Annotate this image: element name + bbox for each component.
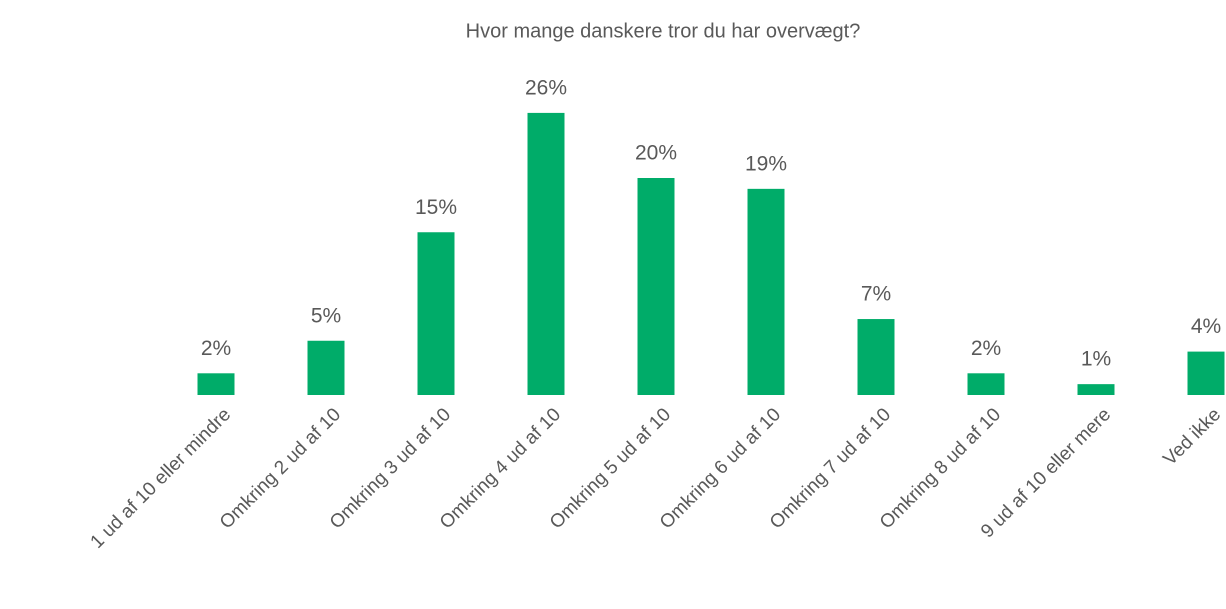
x-tick-label: Omkring 4 ud af 10 xyxy=(436,404,565,533)
bar xyxy=(197,373,235,395)
bar xyxy=(527,112,565,396)
x-tick-label: Ved ikke xyxy=(1159,404,1225,470)
bar xyxy=(637,178,675,395)
bar xyxy=(967,373,1005,395)
value-label: 2% xyxy=(201,337,231,360)
value-label: 7% xyxy=(861,283,891,306)
value-label: 15% xyxy=(415,196,457,219)
x-tick-label: Omkring 3 ud af 10 xyxy=(326,404,455,533)
value-label: 1% xyxy=(1081,348,1111,371)
chart-title: Hvor mange danskere tror du har overvægt… xyxy=(466,20,861,42)
value-label: 26% xyxy=(525,76,567,99)
value-label: 2% xyxy=(971,337,1001,360)
bar xyxy=(1187,351,1225,395)
x-tick-label: Omkring 8 ud af 10 xyxy=(876,404,1005,533)
x-tick-label: 1 ud af 10 eller mindre xyxy=(87,404,236,553)
bar xyxy=(857,319,895,395)
x-tick-label: Omkring 7 ud af 10 xyxy=(766,404,895,533)
value-label: 4% xyxy=(1191,315,1221,338)
bar xyxy=(1077,384,1115,395)
value-label: 19% xyxy=(745,152,787,175)
x-tick-label: Omkring 2 ud af 10 xyxy=(216,404,345,533)
x-tick-label: Omkring 6 ud af 10 xyxy=(656,404,785,533)
value-label: 5% xyxy=(311,304,341,327)
x-tick-label: Omkring 5 ud af 10 xyxy=(546,404,675,533)
bar xyxy=(417,232,455,395)
bar xyxy=(307,340,345,395)
value-label: 20% xyxy=(635,142,677,165)
bar xyxy=(747,188,785,395)
